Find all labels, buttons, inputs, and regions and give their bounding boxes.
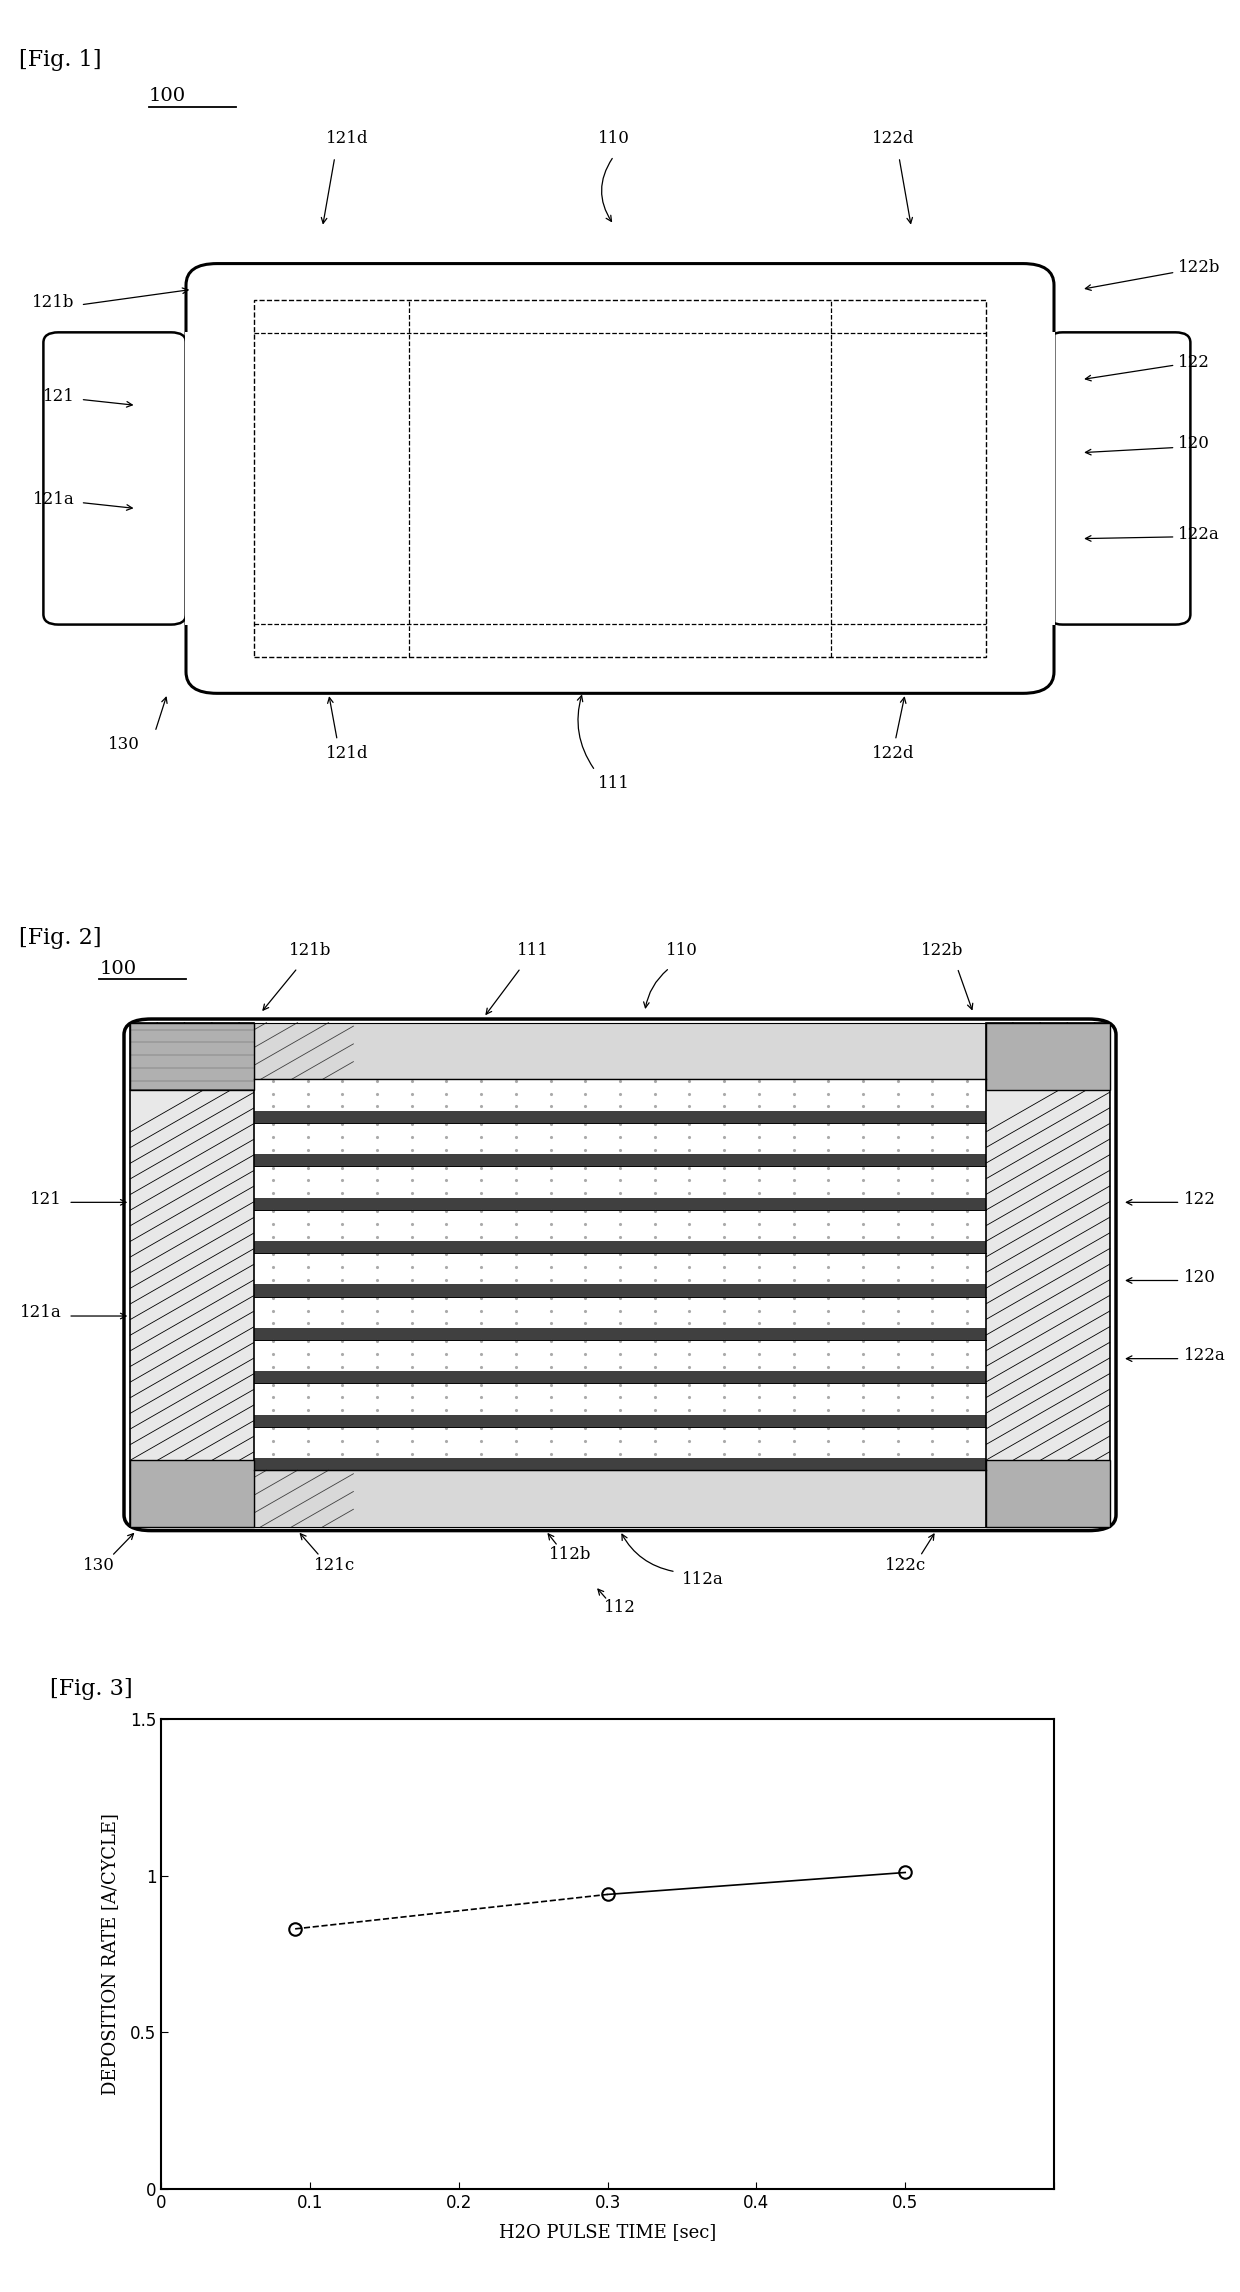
Bar [130,1460,254,1526]
Text: 121c: 121c [314,1556,356,1575]
Bar [254,1284,986,1297]
Text: 112b: 112b [549,1547,591,1563]
Bar [254,1341,986,1371]
Text: [Fig. 2]: [Fig. 2] [19,926,102,949]
Bar [254,1469,986,1526]
Bar [254,300,986,658]
Text: 122a: 122a [1178,525,1220,543]
Bar [254,1254,986,1284]
Bar [254,1297,986,1327]
Text: 121d: 121d [326,131,368,147]
Bar [254,1384,986,1414]
Text: 100: 100 [149,87,186,105]
Bar [254,1196,986,1210]
Bar [254,1167,986,1196]
Text: 120: 120 [1184,1270,1216,1286]
Text: 111: 111 [598,775,630,791]
Text: 122b: 122b [921,942,963,958]
Text: 121: 121 [42,387,74,406]
Bar [254,1458,986,1469]
Text: 112: 112 [604,1600,636,1616]
Text: 122a: 122a [1184,1348,1226,1364]
Text: [Fig. 1]: [Fig. 1] [19,48,102,71]
Bar [986,1022,1110,1091]
Bar [254,1123,986,1155]
Bar [130,1022,254,1526]
Text: 130: 130 [108,736,140,754]
Bar [254,1414,986,1428]
Text: 122d: 122d [872,745,914,761]
Bar [254,1327,986,1341]
FancyBboxPatch shape [1048,332,1190,626]
Text: 121d: 121d [326,745,368,761]
Bar [1012,332,1055,626]
Bar [254,1022,986,1080]
X-axis label: H2O PULSE TIME [sec]: H2O PULSE TIME [sec] [498,2223,717,2242]
Text: 121b: 121b [289,942,331,958]
Bar [254,1022,986,1526]
Text: 121a: 121a [32,490,74,509]
Bar [254,1428,986,1458]
Bar [254,1155,986,1167]
Text: 122d: 122d [872,131,914,147]
FancyBboxPatch shape [43,332,186,626]
Bar [254,1371,986,1384]
FancyBboxPatch shape [124,1020,1116,1531]
Bar [986,1022,1110,1526]
Text: 110: 110 [598,131,630,147]
Text: 110: 110 [666,942,698,958]
Text: 122: 122 [1184,1192,1216,1208]
Text: 122: 122 [1178,353,1210,371]
Text: 130: 130 [83,1556,115,1575]
Text: 100: 100 [99,960,136,979]
Text: 122c: 122c [884,1556,926,1575]
FancyBboxPatch shape [186,264,1054,692]
Bar [254,1210,986,1240]
Bar [254,1240,986,1254]
Bar [986,1460,1110,1526]
Text: 121a: 121a [20,1304,62,1322]
Text: 121b: 121b [32,293,74,309]
Bar [986,1022,1110,1526]
Text: 111: 111 [517,942,549,958]
Bar [130,1022,254,1526]
Text: 122b: 122b [1178,259,1220,275]
Text: 121: 121 [30,1192,62,1208]
Bar [130,1022,254,1091]
Text: 112a: 112a [682,1570,724,1588]
Text: [Fig. 3]: [Fig. 3] [50,1678,133,1701]
Text: 120: 120 [1178,435,1210,452]
Bar [254,1112,986,1123]
Bar [185,332,228,626]
Bar [254,1080,986,1112]
Y-axis label: DEPOSITION RATE [A/CYCLE]: DEPOSITION RATE [A/CYCLE] [100,1813,119,2095]
